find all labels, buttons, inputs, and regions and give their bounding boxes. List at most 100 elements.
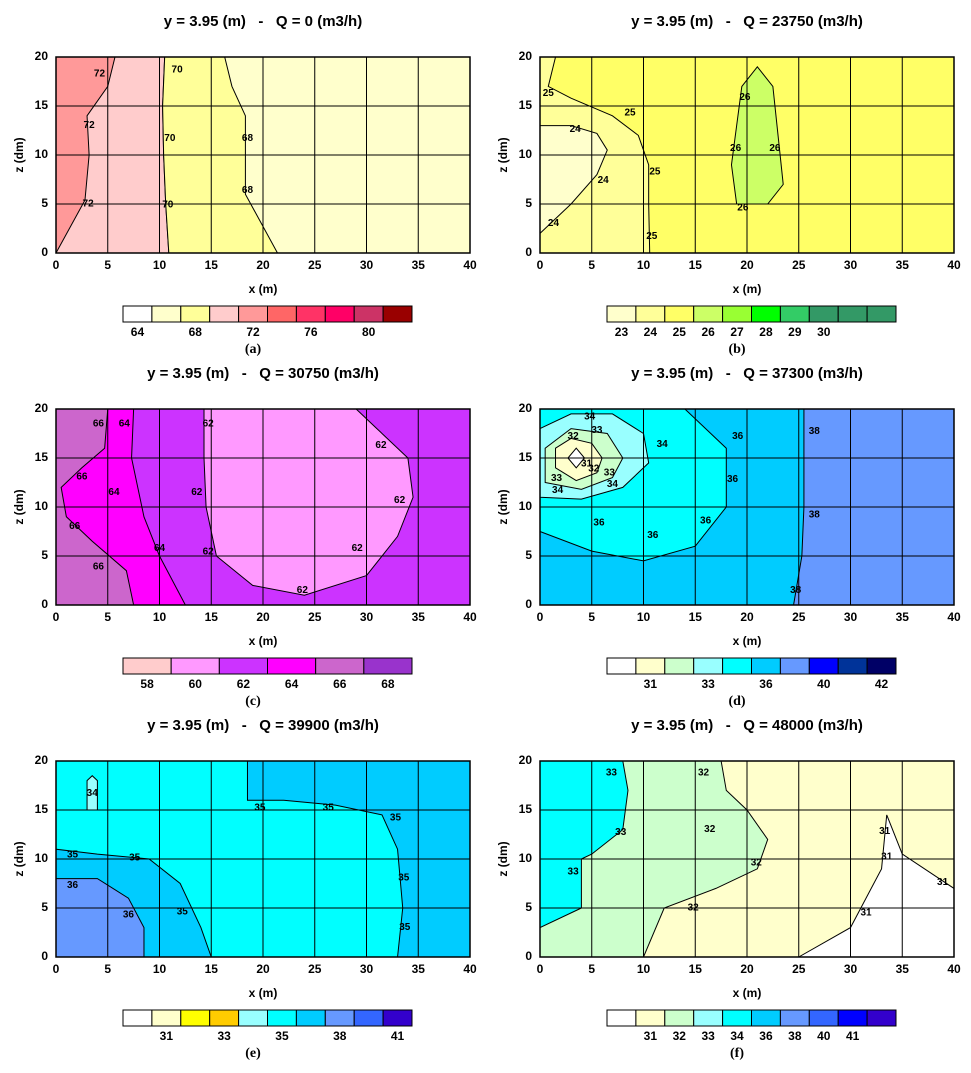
contour-label: 31 bbox=[881, 852, 893, 863]
contour-label: 34 bbox=[607, 479, 619, 490]
x-tick-label: 20 bbox=[740, 962, 754, 976]
contour-label: 35 bbox=[398, 872, 410, 883]
contour-label: 35 bbox=[129, 853, 141, 864]
colorbar-box bbox=[315, 657, 365, 675]
colorbar-box bbox=[382, 305, 413, 323]
colorbar-label: 33 bbox=[217, 1029, 231, 1043]
x-tick-label: 25 bbox=[792, 962, 806, 976]
colorbar-label: 36 bbox=[759, 677, 773, 691]
colorbar-box bbox=[606, 1009, 637, 1027]
y-tick-label: 15 bbox=[519, 98, 533, 112]
y-tick-label: 15 bbox=[519, 450, 533, 464]
colorbar-box bbox=[866, 305, 897, 323]
colorbar-label: 68 bbox=[381, 677, 395, 691]
y-tick-label: 5 bbox=[525, 196, 532, 210]
contour-label: 33 bbox=[606, 767, 618, 778]
contour-label: 32 bbox=[568, 431, 580, 442]
colorbar-box bbox=[693, 1009, 724, 1027]
colorbar-label: 40 bbox=[817, 677, 831, 691]
y-tick-label: 10 bbox=[35, 147, 49, 161]
colorbar-label: 27 bbox=[730, 325, 744, 339]
colorbar-label: 80 bbox=[362, 325, 376, 339]
colorbar-box bbox=[635, 657, 666, 675]
y-tick-label: 10 bbox=[35, 499, 49, 513]
y-axis-label: z (dm) bbox=[496, 489, 510, 524]
colorbar-label: 72 bbox=[246, 325, 260, 339]
x-tick-label: 25 bbox=[308, 258, 322, 272]
contour-label: 68 bbox=[242, 133, 254, 144]
colorbar-box bbox=[295, 305, 326, 323]
contour-label: 68 bbox=[242, 185, 254, 196]
colorbar-box bbox=[722, 657, 753, 675]
x-tick-label: 0 bbox=[537, 610, 544, 624]
contour-label: 24 bbox=[570, 124, 582, 135]
contour-label: 35 bbox=[254, 803, 266, 814]
colorbar-box bbox=[693, 657, 724, 675]
contour-label: 24 bbox=[598, 175, 610, 186]
contour-label: 36 bbox=[123, 910, 135, 921]
colorbar-box bbox=[664, 305, 695, 323]
x-tick-label: 10 bbox=[637, 610, 651, 624]
colorbar-box bbox=[218, 657, 268, 675]
x-tick-label: 25 bbox=[308, 962, 322, 976]
y-tick-label: 0 bbox=[41, 949, 48, 963]
plot-frame bbox=[55, 408, 471, 606]
contour-label: 62 bbox=[375, 440, 387, 451]
x-tick-label: 20 bbox=[740, 610, 754, 624]
colorbar-box bbox=[779, 657, 810, 675]
contour-label: 72 bbox=[83, 199, 95, 210]
colorbar-box bbox=[837, 657, 868, 675]
plot-frame bbox=[539, 760, 955, 958]
x-tick-label: 10 bbox=[153, 258, 167, 272]
colorbar-box bbox=[722, 305, 753, 323]
contour-label: 34 bbox=[584, 411, 596, 422]
panel: y = 3.95 (m) - Q = 23750 (m3/h) 0 5 10 15 20 2… bbox=[496, 13, 961, 357]
x-tick-label: 10 bbox=[637, 962, 651, 976]
x-tick-label: 20 bbox=[256, 258, 270, 272]
y-tick-label: 15 bbox=[35, 98, 49, 112]
contour-label: 31 bbox=[937, 877, 949, 888]
colorbar-label: 64 bbox=[285, 677, 299, 691]
colorbar-box bbox=[606, 305, 637, 323]
x-tick-label: 30 bbox=[360, 610, 374, 624]
x-tick-label: 15 bbox=[205, 258, 219, 272]
contour-label: 66 bbox=[93, 561, 105, 572]
x-axis-label: x (m) bbox=[733, 282, 762, 296]
colorbar-box bbox=[122, 305, 153, 323]
x-tick-label: 35 bbox=[896, 610, 910, 624]
colorbar-box bbox=[837, 1009, 868, 1027]
contour-label: 64 bbox=[154, 543, 166, 554]
panel: y = 3.95 (m) - Q = 48000 (m3/h) 0 5 10 15 20 2… bbox=[496, 717, 961, 1061]
colorbar-box bbox=[267, 1009, 297, 1027]
x-tick-label: 30 bbox=[844, 962, 858, 976]
colorbar-label: 58 bbox=[140, 677, 154, 691]
x-tick-label: 40 bbox=[947, 258, 961, 272]
panel-title: y = 3.95 (m) - Q = 37300 (m3/h) bbox=[631, 365, 863, 382]
colorbar-label: 76 bbox=[304, 325, 318, 339]
colorbar-label: 42 bbox=[875, 677, 889, 691]
contour-label: 70 bbox=[162, 200, 174, 211]
colorbar-label: 32 bbox=[673, 1029, 687, 1043]
colorbar-box bbox=[180, 1009, 211, 1027]
contour-label: 36 bbox=[647, 530, 659, 541]
x-tick-label: 0 bbox=[537, 962, 544, 976]
colorbar-box bbox=[267, 657, 317, 675]
colorbar-box bbox=[324, 1009, 355, 1027]
x-tick-label: 25 bbox=[792, 258, 806, 272]
x-tick-label: 10 bbox=[153, 610, 167, 624]
panel-caption: (b) bbox=[728, 342, 745, 357]
contour-label: 38 bbox=[809, 426, 821, 437]
colorbar-box bbox=[363, 657, 413, 675]
x-tick-label: 30 bbox=[844, 258, 858, 272]
contour-label: 70 bbox=[164, 133, 176, 144]
y-tick-label: 5 bbox=[525, 900, 532, 914]
contour-label: 26 bbox=[737, 203, 749, 214]
contour-label: 25 bbox=[543, 88, 555, 99]
contour-label: 33 bbox=[604, 467, 616, 478]
colorbar-box bbox=[209, 305, 240, 323]
x-tick-label: 30 bbox=[844, 610, 858, 624]
colorbar-box bbox=[808, 1009, 839, 1027]
contour-label: 26 bbox=[739, 92, 751, 103]
y-tick-label: 15 bbox=[35, 450, 49, 464]
colorbar-box bbox=[238, 305, 269, 323]
